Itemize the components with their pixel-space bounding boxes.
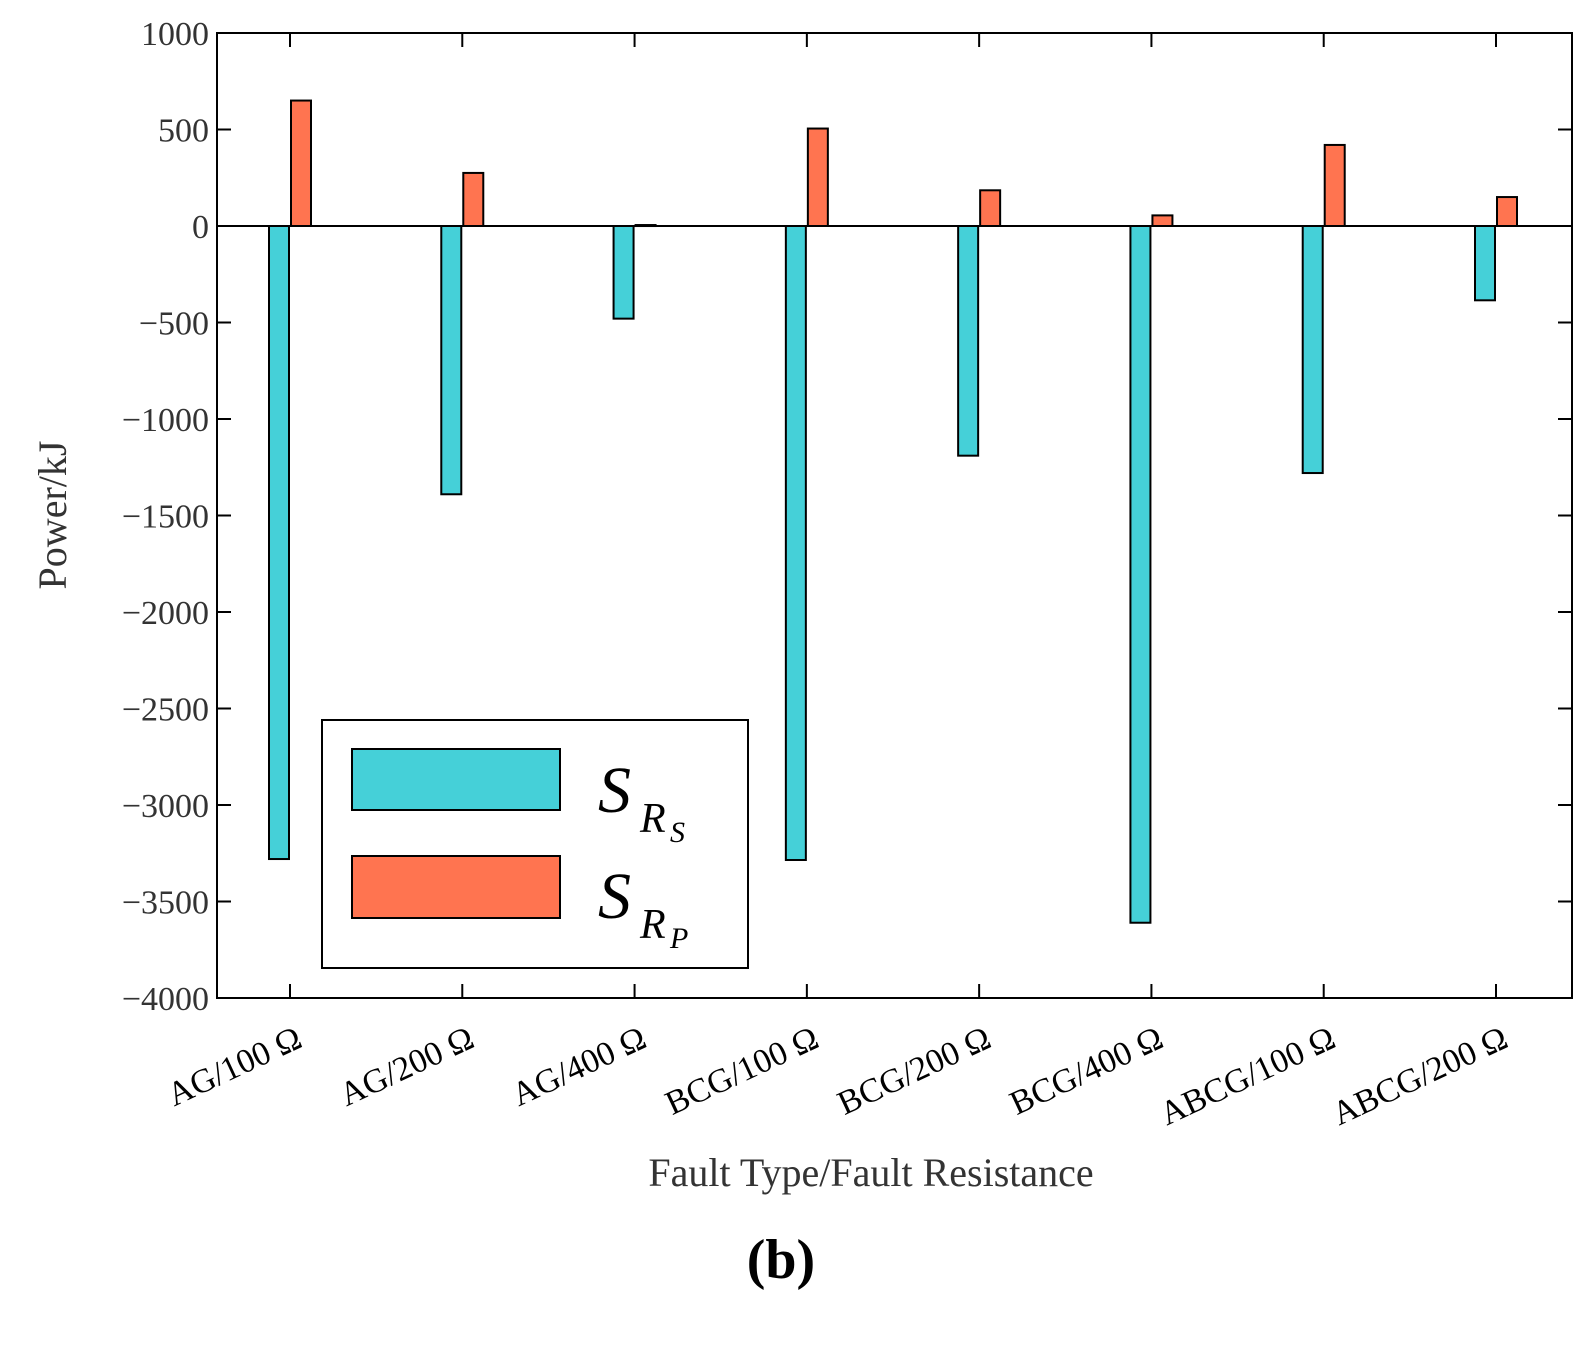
- bar-s-rp-ag-200: [462, 171, 485, 228]
- bar-s-rs-ag-100: [268, 225, 290, 861]
- x-axis-title: Fault Type/Fault Resistance: [648, 1150, 1093, 1195]
- bar-s-rp-abcg-200: [1496, 196, 1518, 228]
- bar-s-rs-abcg-100: [1301, 225, 1324, 475]
- plot-frame: [216, 32, 1573, 999]
- x-tick-label: AG/400 Ω: [506, 1020, 652, 1114]
- bar-s-rp-bcg-100: [806, 127, 829, 227]
- bar-s-rs-abcg-200: [1474, 225, 1496, 302]
- x-tick-label: BCG/100 Ω: [660, 1020, 824, 1123]
- bar-s-rs-ag-200: [440, 225, 463, 496]
- y-axis-title: Power/kJ: [30, 441, 75, 590]
- bar-s-rp-bcg-400: [1151, 214, 1174, 227]
- y-tick-label: −1000: [122, 402, 209, 439]
- x-tick-label: BCG/400 Ω: [1004, 1020, 1168, 1123]
- bar-s-rs-ag-400: [612, 225, 635, 320]
- x-tick-label: ABCG/200 Ω: [1327, 1020, 1514, 1133]
- y-tick-label: −1500: [122, 499, 209, 536]
- legend-label-srs: S R S: [598, 754, 685, 849]
- bar-s-rp-bcg-200: [979, 189, 1002, 227]
- legend: S R S S R P: [321, 719, 749, 969]
- bar-s-rs-bcg-400: [1129, 225, 1152, 924]
- bar-s-rp-ag-100: [290, 99, 312, 227]
- legend-label-srs-subsub: S: [670, 816, 685, 849]
- legend-label-srp-subsub: P: [669, 922, 688, 955]
- legend-swatch-srs: [351, 748, 561, 811]
- y-tick-label: −3500: [122, 885, 209, 922]
- x-tick-label: BCG/200 Ω: [832, 1020, 996, 1123]
- x-tick-label: AG/200 Ω: [334, 1020, 480, 1114]
- y-tick-label: −2000: [122, 595, 209, 632]
- legend-label-srp: S R P: [598, 860, 688, 955]
- bar-s-rs-bcg-100: [784, 225, 807, 862]
- y-tick-label: −4000: [122, 981, 209, 1018]
- bars-layer: [268, 99, 1518, 924]
- bar-s-rp-abcg-100: [1323, 143, 1346, 227]
- panel-label: (b): [747, 1229, 815, 1291]
- y-tick-labels: 1000 500 0 −500 −1000 −1500 −2000 −2500 −3000 −35…: [122, 16, 209, 1018]
- x-tick-label: ABCG/100 Ω: [1154, 1020, 1341, 1133]
- legend-label-srp-sub: R: [639, 902, 666, 948]
- y-tick-label: −500: [139, 306, 209, 343]
- x-tick-labels: AG/100 Ω AG/200 Ω AG/400 Ω BCG/100 Ω BCG/200…: [162, 1020, 1514, 1133]
- legend-label-srp-main: S: [598, 860, 631, 933]
- legend-swatch-srp: [351, 855, 561, 919]
- y-tick-label: 1000: [141, 16, 209, 53]
- y-tick-label: 500: [158, 113, 209, 150]
- y-tick-label: −2500: [122, 692, 209, 729]
- legend-label-srs-sub: R: [639, 796, 666, 842]
- legend-label-srs-main: S: [598, 754, 631, 827]
- y-tick-label: 0: [192, 209, 209, 246]
- x-tick-label: AG/100 Ω: [162, 1020, 308, 1114]
- bar-s-rs-bcg-200: [957, 225, 980, 457]
- y-tick-label: −3000: [122, 788, 209, 825]
